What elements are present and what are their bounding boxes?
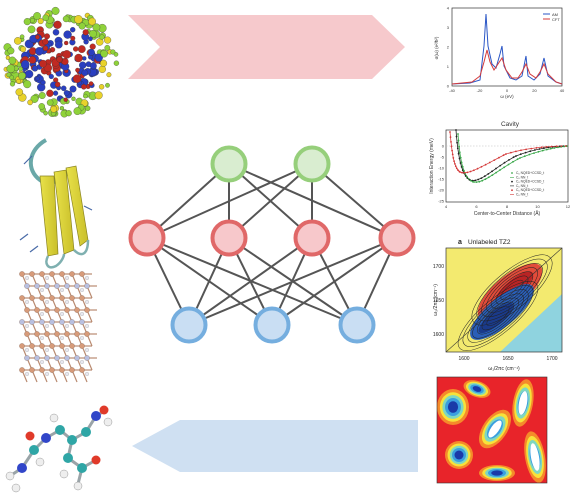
- cavity-xlabel: Center-to-Center Distance (Å): [474, 210, 541, 217]
- network-edge: [311, 163, 398, 239]
- ir2d-panel-label: a: [458, 239, 462, 246]
- spectrum-legend-am: AM: [552, 12, 558, 17]
- spectrum-xlabel: ω (eV): [500, 94, 514, 99]
- ir2d-ytick: 1600: [433, 332, 444, 338]
- cavity-xtick: 10: [535, 204, 540, 209]
- cavity-legend-entry: C₆ NQED+CCSD_t: [516, 188, 544, 192]
- spectrum-xtick: -40: [449, 88, 456, 93]
- output-node: [338, 306, 376, 344]
- network-edge: [228, 163, 313, 239]
- input-node: [293, 145, 331, 183]
- ir2d-xtick: 1700: [546, 356, 557, 362]
- cavity-ytick: -15: [438, 177, 445, 182]
- ir2d-xtick: 1600: [458, 356, 469, 362]
- ir2d-ytick: 1700: [433, 264, 444, 270]
- cavity-legend-entry: C₆ NN_t: [516, 184, 528, 188]
- spectrum-xtick: 40: [560, 88, 565, 93]
- network-edge: [271, 237, 398, 326]
- cavity-ytick: 0: [442, 144, 445, 149]
- protein-ribbon-image: [19, 138, 93, 269]
- network-edge: [188, 237, 398, 326]
- cavity-xtick: 4: [445, 204, 448, 209]
- nanocluster-structure-image: [3, 6, 120, 118]
- ir2d-xtick: 1650: [502, 356, 513, 362]
- hidden-node: [293, 219, 331, 257]
- cavity-ytick: -20: [438, 188, 445, 193]
- spectrum-ytick: 1: [447, 64, 450, 69]
- spectrum-ytick: 0: [447, 84, 450, 89]
- backward-arrow: [132, 420, 418, 472]
- spectrum-plot: AM CFT σ(ω) (e²/ħ²) ω (eV) -40 -20 0 20 40 0…: [434, 6, 565, 100]
- small-molecule-image: [5, 405, 113, 493]
- spectrum-ylabel: σ(ω) (e²/ħ²): [434, 36, 439, 59]
- spectrum-xtick: -20: [477, 88, 484, 93]
- cavity-ytick: -25: [438, 199, 445, 204]
- density-heatmap-image: [436, 376, 548, 484]
- cavity-legend-entry: C₆ NN_t: [516, 193, 528, 197]
- spectrum-ytick: 3: [447, 25, 450, 30]
- output-node: [170, 306, 208, 344]
- cavity-legend-entry: C₆ NQED+CCSD_t: [516, 180, 544, 184]
- cavity-legend-entry: C₆ NQED+CCSD_t: [516, 171, 544, 175]
- cavity-legend-entry: C₆ NN_t: [516, 175, 528, 179]
- spectrum-xtick: 20: [532, 88, 537, 93]
- network-edge: [146, 163, 313, 239]
- neural-network: [128, 145, 416, 344]
- network-edges: [146, 163, 398, 326]
- ir2d-title: Unlabeled TZ2: [468, 239, 511, 246]
- input-node: [210, 145, 248, 183]
- output-node: [253, 306, 291, 344]
- ir2d-ylabel: ω₃/2πc (cm⁻¹): [433, 284, 439, 316]
- hidden-node: [378, 219, 416, 257]
- cavity-ytick: -10: [438, 166, 445, 171]
- cavity-curve-green: [457, 133, 569, 183]
- spectrum-xtick: 0: [506, 88, 509, 93]
- spectrum-legend-cft: CFT: [552, 17, 560, 22]
- cavity-xtick: 8: [506, 204, 509, 209]
- spectrum-curve-cft: [451, 49, 563, 85]
- ir2d-xlabel: ω₁/2πc (cm⁻¹): [488, 366, 520, 372]
- spectrum-ytick: 2: [447, 45, 450, 50]
- crystal-lattice-image: [19, 271, 97, 383]
- network-edge: [188, 237, 313, 326]
- cavity-curve-black: [455, 129, 569, 181]
- hidden-node: [128, 219, 166, 257]
- cavity-ytick: -5: [440, 155, 444, 160]
- cavity-xtick: 12: [566, 204, 570, 209]
- network-nodes: [128, 145, 416, 344]
- cavity-xtick: 6: [475, 204, 478, 209]
- ir2d-spectrum-plot: a Unlabeled TZ2 ω₃/2πc (cm⁻¹) ω₁/2πc (cm…: [433, 239, 563, 372]
- cavity-title: Cavity: [501, 121, 520, 128]
- cavity-energy-plot: Cavity C₆ NQED+CCSD_tC₆ NN_tC₆ NQED+CCSD…: [429, 121, 570, 217]
- ir2d-ytick: 1650: [433, 298, 444, 304]
- cavity-ylabel: Interaction Energy (meV): [429, 138, 435, 194]
- forward-arrow: [128, 15, 405, 79]
- hidden-node: [210, 219, 248, 257]
- spectrum-ytick: 4: [447, 6, 450, 11]
